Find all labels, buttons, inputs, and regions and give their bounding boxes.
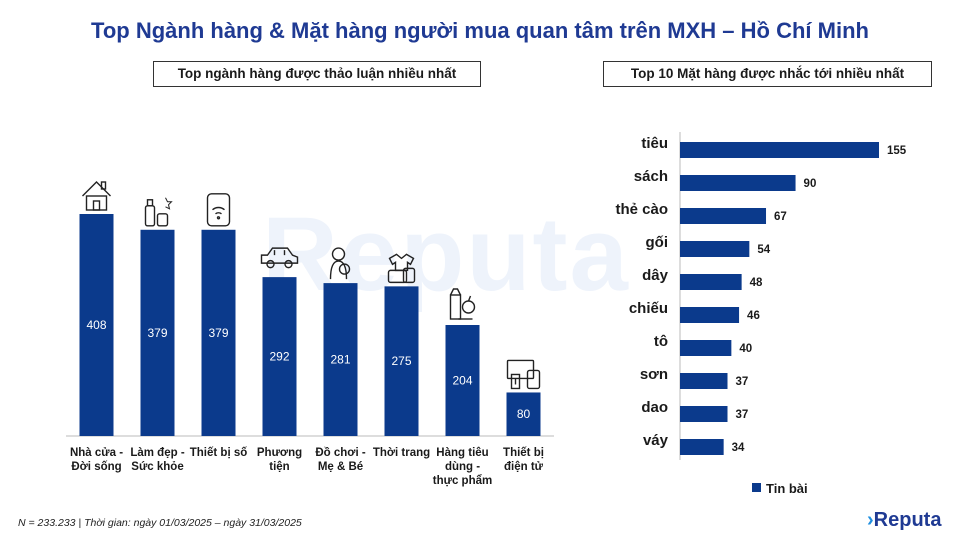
data-label: 155	[887, 145, 907, 157]
y-tick-label: tô	[654, 333, 668, 350]
bar	[384, 286, 419, 436]
smartphone-wifi-icon	[206, 193, 231, 227]
data-label: 379	[147, 326, 167, 340]
data-label: 48	[750, 277, 763, 289]
bar	[680, 241, 750, 257]
x-tick-label: điện tử	[504, 461, 544, 473]
bar	[680, 340, 732, 356]
data-label: 275	[391, 354, 411, 368]
x-tick-label: Đời sống	[71, 461, 121, 473]
bar	[201, 229, 236, 436]
cosmetics-icon	[144, 197, 173, 227]
x-tick-label: Nhà cửa -	[70, 447, 123, 459]
legend-label: Tin bài	[766, 481, 808, 496]
data-label: 292	[269, 350, 289, 364]
bar	[680, 208, 767, 224]
x-tick-label: Đồ chơi -	[315, 447, 366, 459]
left-chart-title: Top ngành hàng được thảo luận nhiều nhất	[153, 61, 481, 87]
x-tick-label: Hàng tiêu	[436, 447, 488, 459]
data-label: 54	[757, 244, 770, 256]
bar	[445, 325, 480, 436]
right-chart-title: Top 10 Mặt hàng được nhắc tới nhiều nhất	[603, 61, 932, 87]
y-tick-label: dây	[642, 267, 669, 284]
y-tick-label: gối	[646, 234, 669, 251]
data-label: 408	[86, 318, 106, 332]
data-label: 204	[452, 374, 472, 388]
data-label: 281	[330, 353, 350, 367]
data-label: 80	[517, 407, 531, 421]
brand-logo: ›Reputa	[867, 509, 942, 531]
y-tick-label: thẻ cào	[615, 201, 668, 218]
bar	[680, 142, 879, 158]
data-label: 46	[747, 310, 760, 322]
page-title: Top Ngành hàng & Mặt hàng người mua quan…	[91, 18, 869, 43]
y-tick-label: dao	[641, 399, 668, 416]
watermark: Reputa	[262, 196, 630, 313]
x-tick-label: Sức khỏe	[131, 461, 183, 473]
y-tick-label: chiếu	[629, 300, 668, 317]
bar	[680, 274, 742, 290]
x-tick-label: Làm đẹp -	[130, 447, 184, 459]
x-tick-label: Mẹ & Bé	[318, 461, 363, 473]
x-tick-label: Thiết bị số	[190, 447, 248, 459]
y-tick-label: sơn	[640, 366, 668, 383]
bar	[680, 175, 796, 191]
data-label: 40	[739, 343, 752, 355]
bar	[79, 214, 114, 436]
bar	[680, 307, 740, 323]
bar	[323, 283, 358, 436]
y-tick-label: sách	[634, 168, 668, 185]
x-tick-label: Thời trang	[373, 447, 430, 459]
brand-logo-text: Reputa	[873, 509, 942, 531]
grocery-icon	[449, 288, 476, 320]
mother-baby-icon	[329, 247, 351, 280]
data-label: 379	[208, 326, 228, 340]
clothing-icon	[387, 253, 416, 284]
x-tick-label: dùng -	[445, 461, 480, 473]
x-tick-label: tiện	[269, 461, 289, 473]
bar	[680, 439, 724, 455]
bar	[680, 406, 728, 422]
x-tick-label: Thiết bị	[503, 447, 544, 459]
bar	[262, 277, 297, 436]
data-label: 37	[736, 409, 749, 421]
y-tick-label: tiêu	[641, 135, 668, 152]
data-label: 67	[774, 211, 787, 223]
x-tick-label: thực phẩm	[433, 475, 492, 487]
y-tick-label: váy	[643, 432, 669, 449]
house-icon	[82, 181, 111, 211]
bar	[506, 392, 541, 436]
footnote: N = 233.233 | Thời gian: ngày 01/03/2025…	[18, 517, 302, 529]
x-tick-label: Phương	[257, 447, 302, 459]
electronics-icon	[506, 359, 541, 390]
data-label: 37	[736, 376, 749, 388]
data-label: 34	[732, 442, 745, 454]
bar	[140, 229, 175, 436]
legend-swatch	[752, 483, 761, 492]
car-icon	[260, 247, 299, 269]
data-label: 90	[804, 178, 817, 190]
bar	[680, 373, 728, 389]
